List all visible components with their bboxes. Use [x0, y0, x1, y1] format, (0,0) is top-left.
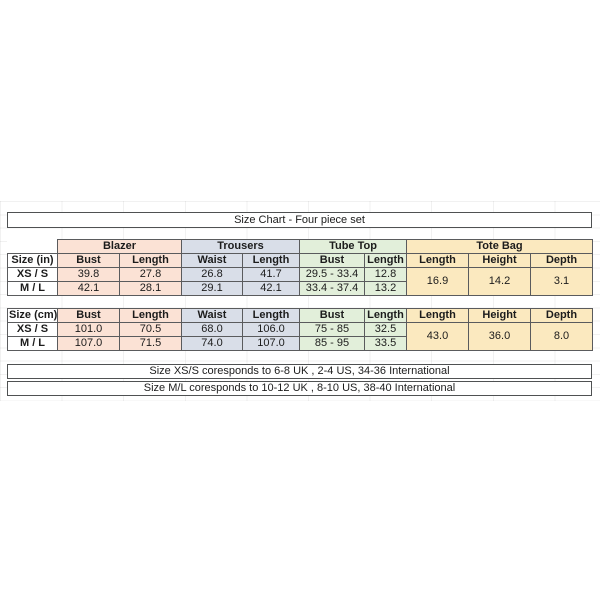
row-label-xs-s: XS / S — [7, 322, 58, 337]
value-cell: 107.0 — [57, 336, 120, 351]
unit-label-in: Size (in) — [7, 253, 58, 268]
unit-label-cm: Size (cm) — [7, 308, 58, 323]
value-cell: 28.1 — [119, 281, 182, 296]
col-header-tubetop-length: Length — [364, 308, 407, 323]
col-header-tote-length: Length — [406, 253, 470, 268]
size-note-m-l: Size M/L coresponds to 10-12 UK , 8-10 U… — [7, 381, 592, 396]
size-chart-title: Size Chart - Four piece set — [7, 212, 592, 228]
value-cell-merged: 43.0 — [406, 322, 469, 351]
table-row: M / L 42.1 28.1 29.1 42.1 33.4 - 37.4 13… — [7, 281, 593, 296]
column-header-row: Size (cm) Bust Length Waist Length Bust … — [7, 308, 593, 323]
col-header-blazer-bust: Bust — [57, 253, 120, 268]
column-header-row: Size (in) Bust Length Waist Length Bust … — [7, 253, 594, 268]
value-cell-merged: 14.2 — [468, 267, 532, 296]
size-table-cm: Size (cm) Bust Length Waist Length Bust … — [7, 308, 593, 351]
value-cell: 85 - 95 — [299, 336, 365, 351]
value-cell: 75 - 85 — [299, 322, 365, 337]
value-cell: 33.4 - 37.4 — [299, 281, 365, 296]
value-cell-merged: 3.1 — [530, 267, 594, 296]
value-cell-merged: 36.0 — [468, 322, 531, 351]
col-header-tote-depth: Depth — [530, 253, 594, 268]
table-row: XS / S 101.0 70.5 68.0 106.0 75 - 85 32.… — [7, 322, 593, 351]
value-cell: 71.5 — [119, 336, 182, 351]
row-label-m-l: M / L — [7, 336, 58, 351]
col-header-tubetop-length: Length — [363, 253, 408, 268]
value-cell: 101.0 — [57, 322, 120, 337]
value-cell: 42.1 — [242, 281, 300, 296]
value-cell: 29.1 — [181, 281, 243, 296]
col-header-trousers-waist: Waist — [181, 308, 243, 323]
value-cell-merged: 8.0 — [530, 322, 593, 351]
corner-spacer — [8, 240, 58, 254]
value-cell-merged: 16.9 — [406, 267, 470, 296]
value-cell: 33.5 — [364, 336, 407, 351]
section-header-row: Blazer Trousers Tube Top Tote Bag — [8, 239, 594, 254]
row-label-xs-s: XS / S — [7, 267, 58, 282]
value-cell: 29.5 - 33.4 — [299, 267, 365, 282]
col-header-tote-height: Height — [468, 308, 531, 323]
value-cell: 39.8 — [57, 267, 120, 282]
value-cell: 68.0 — [181, 322, 243, 337]
size-chart-sheet: Size Chart - Four piece set Blazer Trous… — [7, 212, 594, 396]
col-header-tote-depth: Depth — [530, 308, 593, 323]
col-header-tote-length: Length — [406, 308, 469, 323]
value-cell: 74.0 — [181, 336, 243, 351]
value-cell: 26.8 — [181, 267, 243, 282]
col-header-trousers-length: Length — [242, 308, 300, 323]
section-header-trousers: Trousers — [181, 239, 300, 254]
value-cell: 107.0 — [242, 336, 300, 351]
col-header-tubetop-bust: Bust — [299, 253, 365, 268]
col-header-trousers-waist: Waist — [181, 253, 243, 268]
col-header-tote-height: Height — [468, 253, 532, 268]
table-row: XS / S 39.8 27.8 26.8 41.7 29.5 - 33.4 1… — [7, 267, 594, 296]
value-cell: 32.5 — [364, 322, 407, 337]
col-header-blazer-length: Length — [119, 253, 182, 268]
table-row: M / L 107.0 71.5 74.0 107.0 85 - 95 33.5 — [7, 336, 593, 351]
section-header-tube-top: Tube Top — [298, 239, 408, 254]
value-cell: 12.8 — [363, 267, 408, 282]
value-cell: 42.1 — [57, 281, 120, 296]
value-cell: 106.0 — [242, 322, 300, 337]
size-table-inches: Blazer Trousers Tube Top Tote Bag Size (… — [7, 239, 594, 296]
value-cell: 27.8 — [119, 267, 182, 282]
row-label-m-l: M / L — [7, 281, 58, 296]
col-header-tubetop-bust: Bust — [299, 308, 365, 323]
col-header-blazer-length: Length — [119, 308, 182, 323]
value-cell: 13.2 — [363, 281, 408, 296]
section-header-tote-bag: Tote Bag — [406, 239, 594, 254]
size-note-xs-s: Size XS/S coresponds to 6-8 UK , 2-4 US,… — [7, 364, 592, 379]
value-cell: 70.5 — [119, 322, 182, 337]
col-header-trousers-length: Length — [242, 253, 300, 268]
section-header-blazer: Blazer — [57, 239, 182, 254]
col-header-blazer-bust: Bust — [57, 308, 120, 323]
value-cell: 41.7 — [242, 267, 300, 282]
